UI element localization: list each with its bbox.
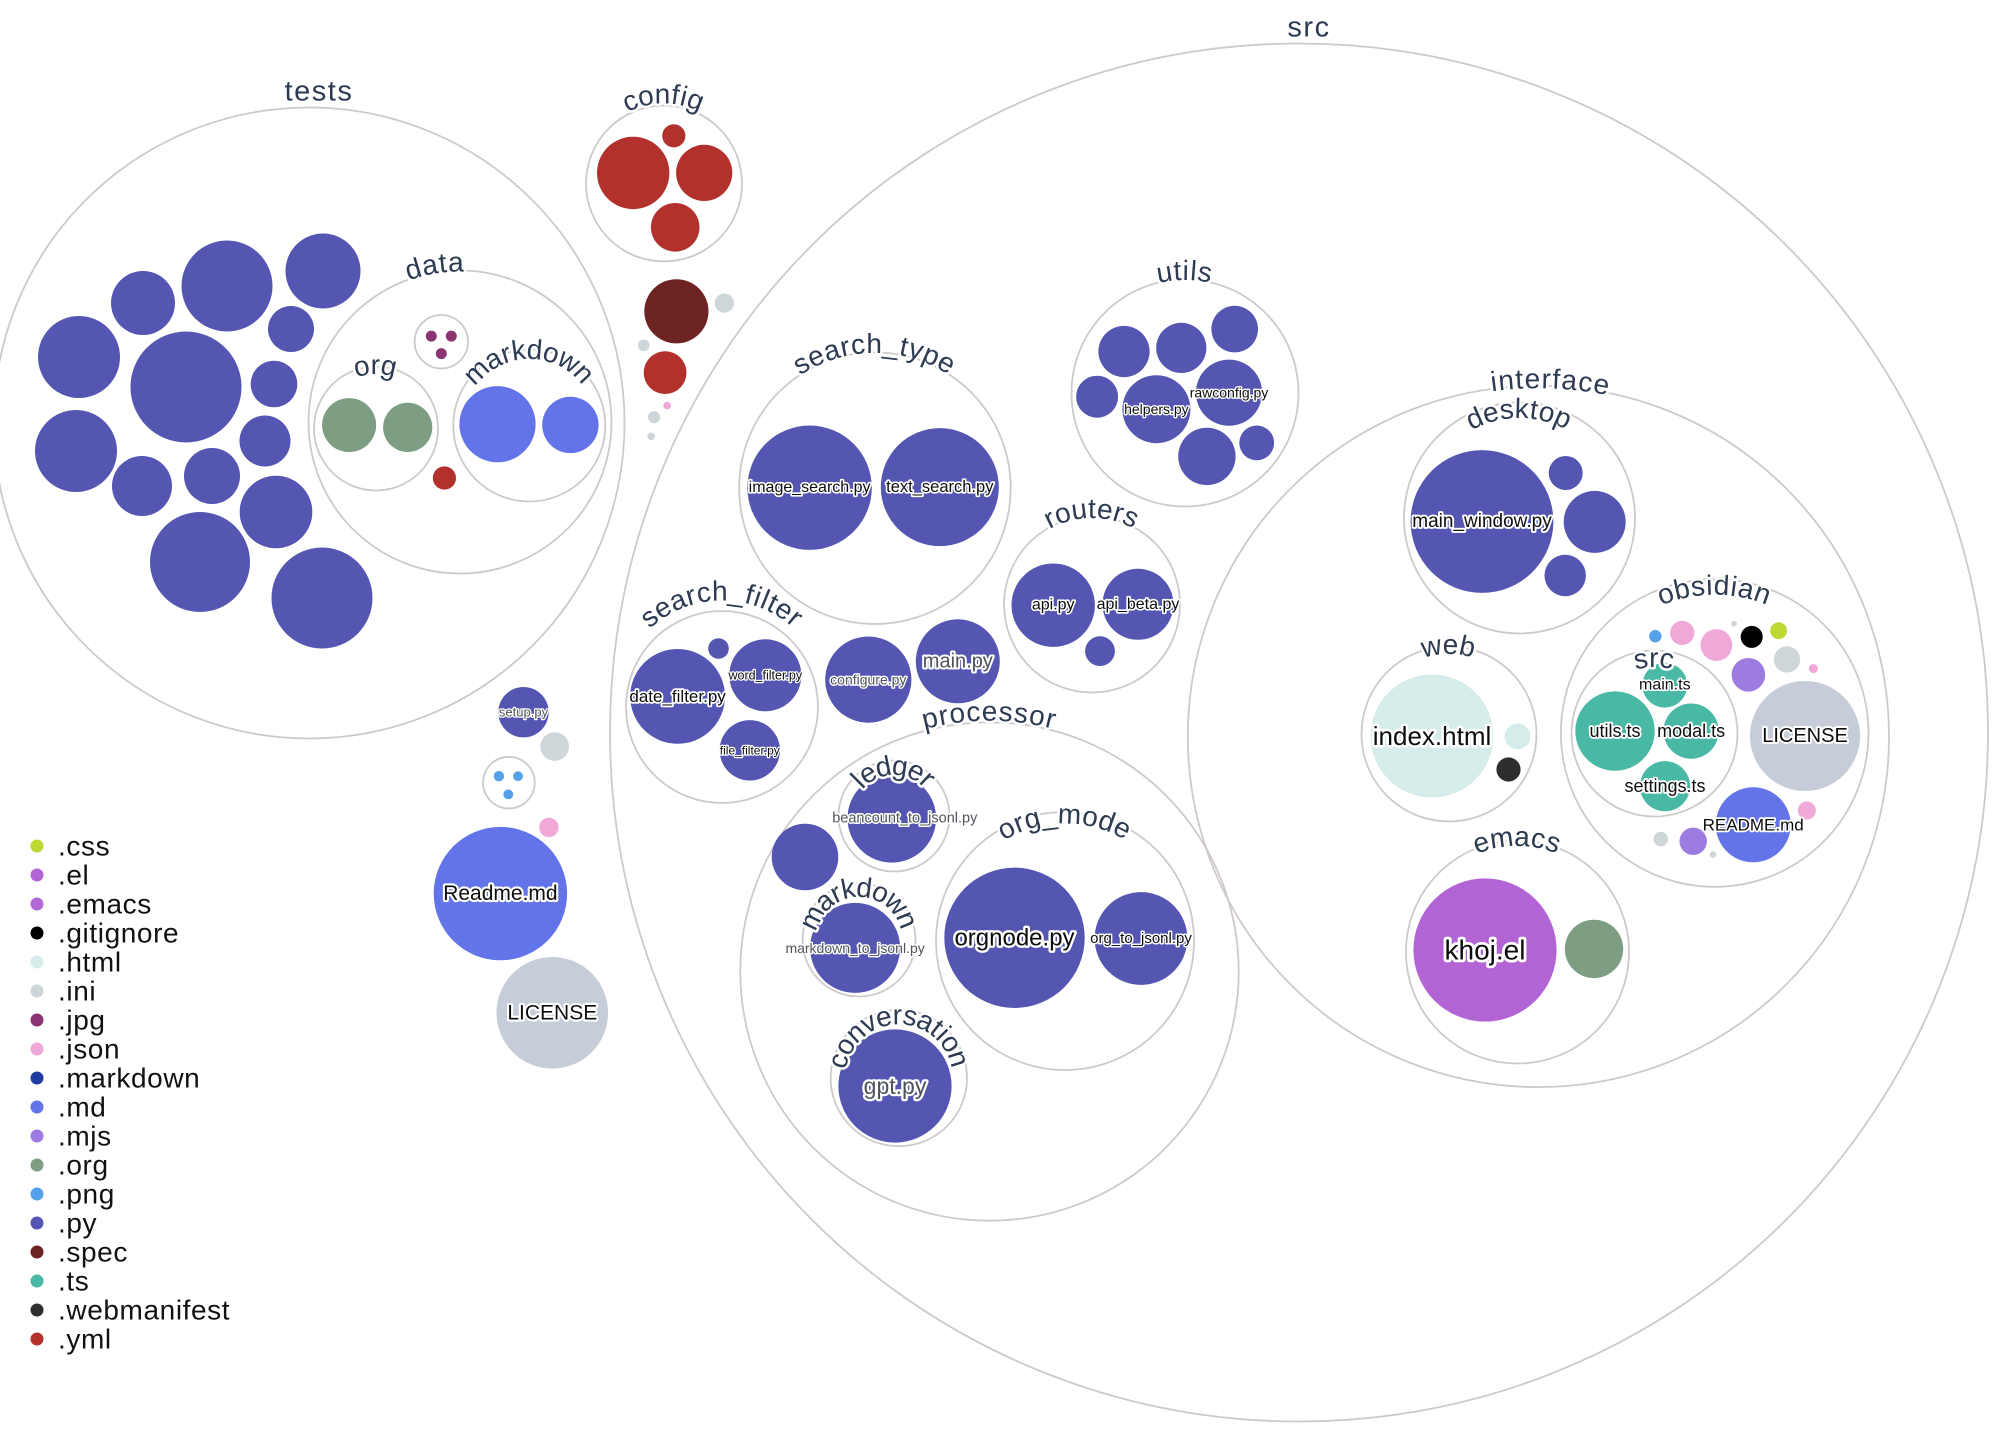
svg-text:utils.ts: utils.ts: [1589, 721, 1640, 741]
svg-text:utils: utils: [1154, 255, 1216, 289]
svg-text:org: org: [351, 349, 402, 383]
svg-text:gpt.py: gpt.py: [864, 1073, 927, 1099]
svg-text:api.py: api.py: [1032, 597, 1075, 614]
svg-text:settings.ts: settings.ts: [1624, 776, 1705, 796]
svg-text:setup.py: setup.py: [499, 705, 549, 720]
svg-text:khoj.el: khoj.el: [1445, 935, 1526, 966]
svg-text:orgnode.py: orgnode.py: [954, 924, 1074, 951]
svg-text:text_search.py: text_search.py: [886, 478, 994, 496]
svg-text:.emacs: .emacs: [58, 889, 152, 920]
svg-text:beancount_to_jsonl.py: beancount_to_jsonl.py: [832, 810, 978, 826]
svg-text:src: src: [1287, 12, 1330, 44]
svg-text:.md: .md: [58, 1092, 106, 1123]
svg-text:.markdown: .markdown: [58, 1063, 200, 1094]
svg-text:Readme.md: Readme.md: [443, 882, 557, 905]
svg-text:index.html: index.html: [1373, 721, 1492, 751]
svg-text:helpers.py: helpers.py: [1124, 401, 1189, 417]
svg-text:.css: .css: [58, 831, 110, 862]
svg-text:main.py: main.py: [923, 650, 993, 672]
svg-text:LICENSE: LICENSE: [1762, 725, 1848, 747]
svg-text:word_filter.py: word_filter.py: [727, 668, 802, 682]
svg-text:configure.py: configure.py: [830, 672, 906, 688]
svg-text:main.ts: main.ts: [1639, 677, 1691, 694]
svg-text:.mjs: .mjs: [58, 1121, 112, 1152]
svg-text:.ini: .ini: [58, 976, 96, 1007]
svg-text:.png: .png: [58, 1179, 115, 1210]
svg-text:markdown_to_jsonl.py: markdown_to_jsonl.py: [785, 940, 924, 956]
svg-text:.spec: .spec: [58, 1237, 128, 1268]
svg-text:LICENSE: LICENSE: [507, 1001, 597, 1024]
svg-text:.org: .org: [58, 1150, 109, 1181]
svg-text:.json: .json: [58, 1034, 120, 1065]
svg-text:api_beta.py: api_beta.py: [1097, 596, 1180, 613]
svg-text:file_filter.py: file_filter.py: [720, 743, 780, 757]
svg-text:.el: .el: [58, 860, 89, 891]
svg-text:README.md: README.md: [1703, 815, 1804, 834]
svg-text:.yml: .yml: [58, 1324, 112, 1355]
svg-text:.webmanifest: .webmanifest: [58, 1295, 230, 1326]
svg-text:org_to_jsonl.py: org_to_jsonl.py: [1090, 930, 1192, 947]
svg-text:src: src: [1631, 642, 1678, 675]
svg-text:rawconfig.py: rawconfig.py: [1190, 385, 1269, 401]
svg-text:.ts: .ts: [58, 1266, 89, 1297]
svg-text:main_window.py: main_window.py: [1412, 511, 1552, 532]
svg-text:.html: .html: [58, 947, 122, 978]
svg-text:tests: tests: [285, 76, 354, 108]
svg-text:.jpg: .jpg: [58, 1005, 106, 1036]
svg-text:modal.ts: modal.ts: [1657, 721, 1725, 741]
svg-text:.gitignore: .gitignore: [58, 918, 179, 949]
svg-text:image_search.py: image_search.py: [749, 479, 871, 496]
svg-text:.py: .py: [58, 1208, 97, 1239]
svg-text:web: web: [1417, 629, 1479, 664]
svg-text:date_filter.py: date_filter.py: [629, 687, 726, 706]
